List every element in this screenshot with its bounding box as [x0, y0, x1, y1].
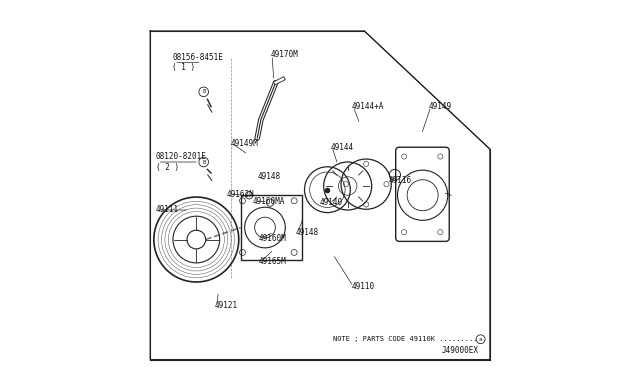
Text: 49144+A: 49144+A	[351, 102, 384, 111]
Text: 49140: 49140	[319, 198, 342, 207]
Text: J49000EX: J49000EX	[442, 346, 479, 355]
Text: 49165M: 49165M	[259, 257, 287, 266]
Text: 08156-8451E
( 1 ): 08156-8451E ( 1 )	[172, 52, 223, 72]
Text: 49160M: 49160M	[259, 234, 287, 243]
Text: 49148: 49148	[257, 172, 280, 181]
Text: 49111: 49111	[156, 205, 179, 215]
Text: 49148: 49148	[296, 228, 319, 237]
Text: 49149M: 49149M	[230, 139, 259, 148]
Text: 49144: 49144	[330, 143, 353, 152]
Text: NOTE ; PARTS CODE 49110K .........: NOTE ; PARTS CODE 49110K .........	[333, 336, 477, 342]
Text: 49121: 49121	[215, 301, 238, 311]
Text: B: B	[202, 89, 205, 94]
Text: a: a	[479, 337, 482, 342]
Text: 49160MA: 49160MA	[253, 197, 285, 206]
Text: B: B	[202, 160, 205, 164]
Text: 49110: 49110	[351, 282, 374, 291]
Text: 49116: 49116	[388, 176, 412, 185]
Text: 49170M: 49170M	[270, 51, 298, 60]
Text: 49162N: 49162N	[227, 190, 255, 199]
Text: 49149: 49149	[429, 102, 452, 111]
Text: 08120-8201E
( 2 ): 08120-8201E ( 2 )	[156, 152, 207, 172]
